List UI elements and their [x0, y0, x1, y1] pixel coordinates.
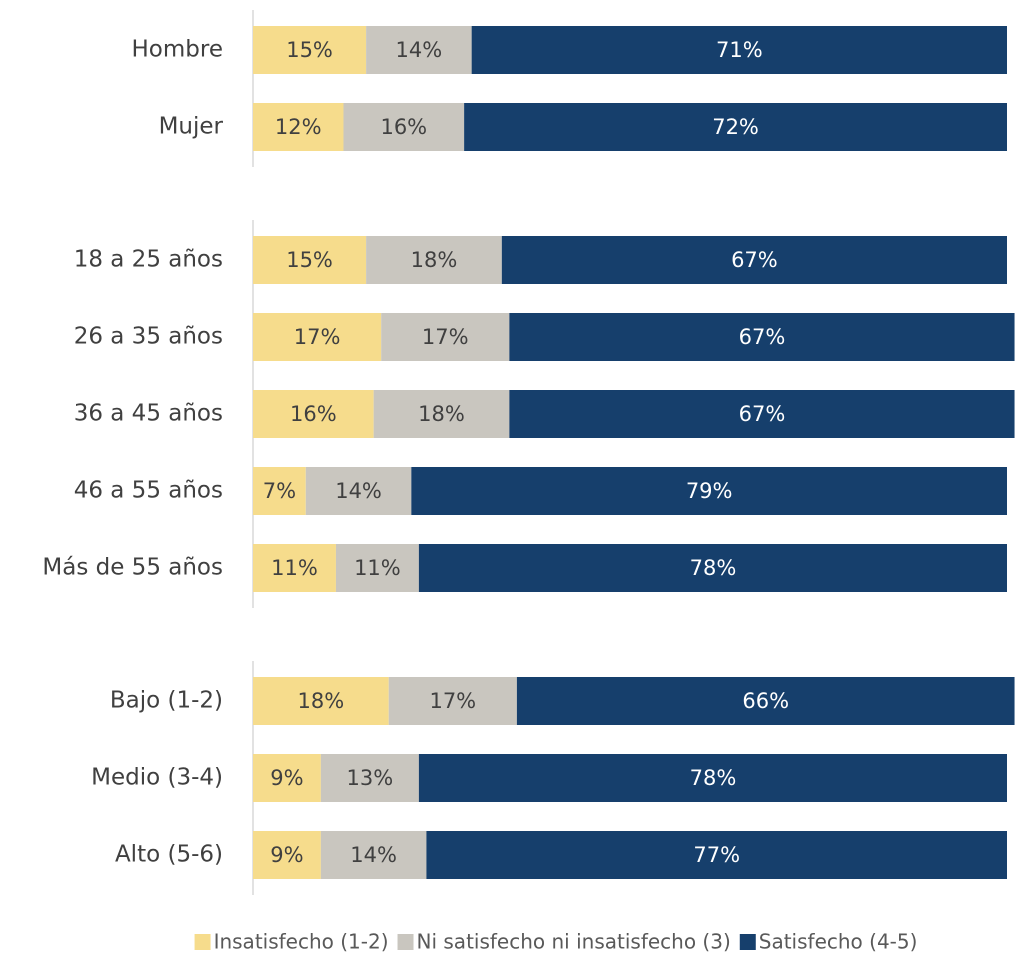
bar-segment	[509, 390, 1015, 438]
bar-segment	[373, 390, 510, 438]
value-label: 16%	[380, 115, 427, 139]
bar-segment	[426, 831, 1007, 879]
bar-segment	[464, 103, 1007, 151]
bar-segment	[381, 313, 510, 361]
bar-segment	[343, 103, 465, 151]
value-label: 67%	[739, 402, 786, 426]
value-label: 72%	[712, 115, 759, 139]
category-label: 26 a 35 años	[74, 324, 223, 350]
category-label: Medio (3-4)	[91, 765, 223, 791]
value-label: 67%	[739, 325, 786, 349]
bar-segment	[305, 467, 412, 515]
value-label: 14%	[350, 843, 397, 867]
bar-segment	[471, 26, 1007, 74]
value-label: 16%	[290, 402, 337, 426]
bar-segment	[253, 26, 367, 74]
bar-segment	[320, 754, 419, 802]
bar-segment	[366, 236, 502, 284]
legend-swatch	[739, 934, 756, 950]
value-label: 12%	[275, 115, 322, 139]
bar-segment	[501, 236, 1007, 284]
value-label: 78%	[690, 556, 737, 580]
legend-label: Ni satisfecho ni insatisfecho (3)	[417, 930, 731, 954]
legend-label: Satisfecho (4-5)	[759, 930, 918, 954]
value-label: 79%	[686, 479, 733, 503]
category-label: Mujer	[159, 114, 224, 140]
bar-segment	[366, 26, 472, 74]
value-label: 15%	[286, 248, 333, 272]
value-label: 7%	[263, 479, 296, 503]
bar-segment	[509, 313, 1015, 361]
bar-segment	[253, 390, 374, 438]
category-label: Bajo (1-2)	[110, 688, 223, 714]
category-label: 18 a 25 años	[74, 247, 223, 273]
bar-segment	[335, 544, 419, 592]
bar-segment	[418, 754, 1007, 802]
value-label: 9%	[270, 843, 303, 867]
value-label: 17%	[429, 689, 476, 713]
legend-swatch	[194, 934, 211, 950]
bar-segment	[253, 313, 382, 361]
bar-segment	[253, 467, 306, 515]
value-label: 18%	[418, 402, 465, 426]
value-label: 14%	[335, 479, 382, 503]
value-label: 78%	[690, 766, 737, 790]
value-label: 66%	[742, 689, 789, 713]
value-label: 77%	[693, 843, 740, 867]
category-label: 46 a 55 años	[74, 478, 223, 504]
value-label: 11%	[354, 556, 401, 580]
value-label: 17%	[422, 325, 469, 349]
category-label: Hombre	[132, 37, 223, 63]
bar-segment	[253, 236, 367, 284]
bar-segment	[253, 103, 344, 151]
value-label: 18%	[411, 248, 458, 272]
value-label: 67%	[731, 248, 778, 272]
value-label: 11%	[271, 556, 318, 580]
bar-segment	[388, 677, 517, 725]
value-label: 71%	[716, 38, 763, 62]
bar-segment	[253, 544, 336, 592]
value-label: 17%	[294, 325, 341, 349]
category-label: 36 a 45 años	[74, 401, 223, 427]
value-label: 9%	[270, 766, 303, 790]
bar-segment	[253, 677, 389, 725]
bar-segment	[516, 677, 1015, 725]
legend-swatch	[397, 934, 414, 950]
value-label: 14%	[396, 38, 443, 62]
category-label: Alto (5-6)	[115, 842, 223, 868]
category-label: Más de 55 años	[42, 555, 223, 581]
legend-label: Insatisfecho (1-2)	[214, 930, 389, 954]
value-label: 13%	[347, 766, 394, 790]
bar-segment	[320, 831, 427, 879]
bar-segment	[253, 754, 321, 802]
value-label: 15%	[286, 38, 333, 62]
bar-segment	[418, 544, 1007, 592]
bar-segment	[253, 831, 321, 879]
bar-segment	[411, 467, 1008, 515]
value-label: 18%	[298, 689, 345, 713]
